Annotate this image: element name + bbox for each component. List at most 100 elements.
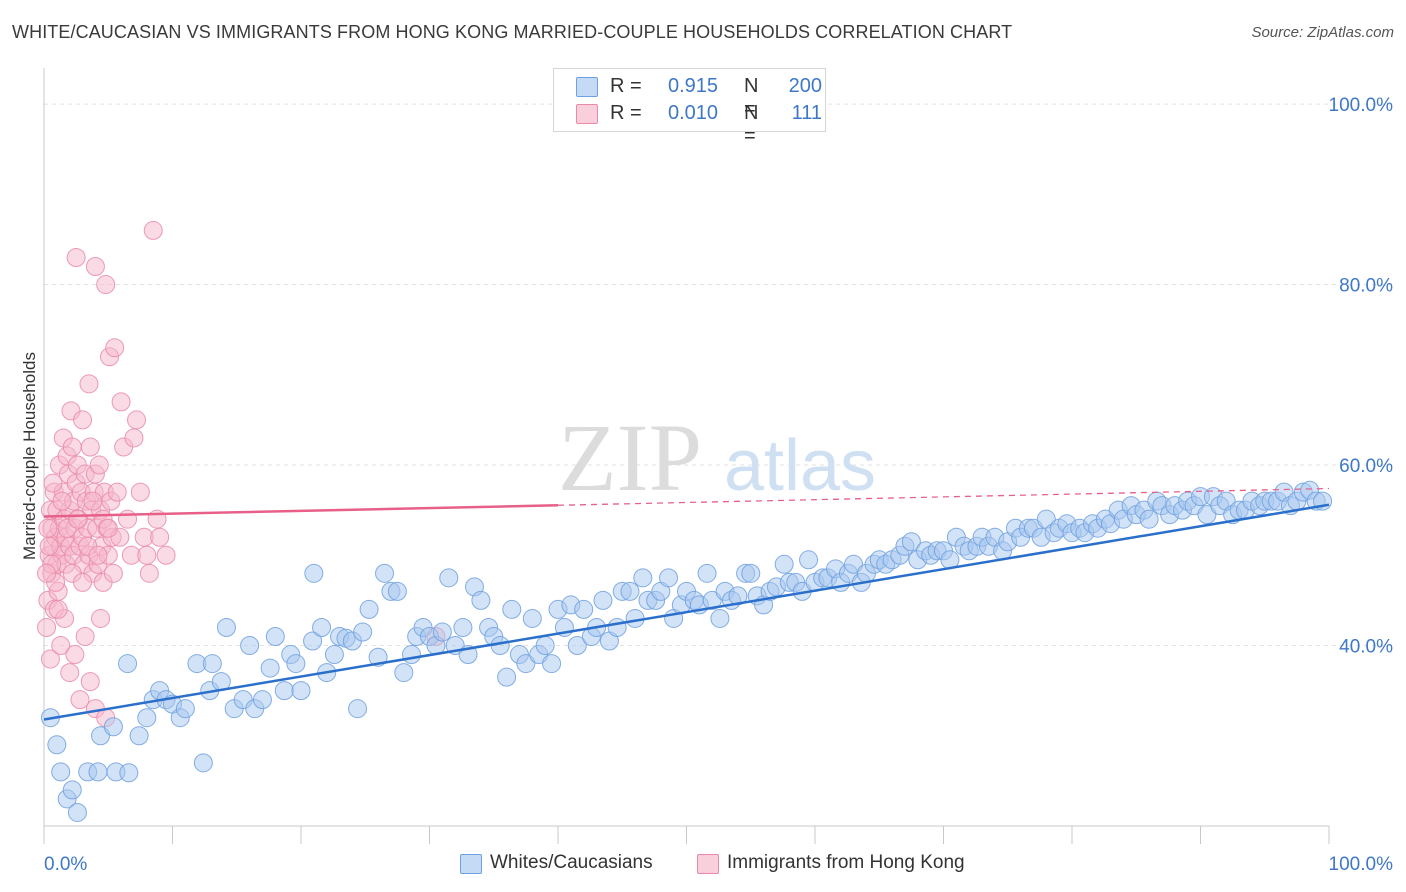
legend-n-label: N = [744,75,759,120]
axes [43,68,1330,844]
data-point [80,437,100,457]
data-point [143,220,163,240]
data-point [394,663,414,683]
data-point [91,608,111,628]
data-point [402,645,422,665]
trend-lines [43,487,1330,721]
y-tick-label: 80.0% [1339,276,1393,297]
data-point [48,599,68,619]
data-point [107,482,127,502]
series-hong-kong-points [37,220,446,728]
data-point [535,636,555,656]
data-point [119,763,139,783]
data-point [265,626,285,646]
data-point [471,590,491,610]
y-tick-label: 100.0% [1329,95,1394,116]
data-point [37,617,57,637]
data-point [73,410,93,430]
trend-line-hong-kong [43,504,559,518]
data-point [387,581,407,601]
data-point [65,645,85,665]
data-point [593,590,613,610]
legend-swatch-blue [576,77,598,97]
data-point [137,545,157,565]
legend-n-label: N = [744,102,759,147]
data-point [502,599,522,619]
data-point [697,563,717,583]
data-point [312,617,332,637]
data-point [359,599,379,619]
data-point [216,617,236,637]
data-point [260,658,280,678]
bottom-legend-label: Immigrants from Hong Kong [727,852,965,873]
data-point [202,654,222,674]
x-tick-labels: 0.0% 100.0% [44,854,1393,875]
data-point [40,649,60,669]
data-point [85,257,105,277]
data-point [303,631,323,651]
data-point [105,338,125,358]
data-point [67,509,87,529]
data-point [52,491,72,511]
data-point [497,667,517,687]
data-point [240,636,260,656]
y-tick-label: 40.0% [1339,637,1393,658]
data-point [607,617,627,637]
legend-n-value: 111 [791,102,822,124]
legend-r-label: R = [610,102,642,124]
data-point [62,780,82,800]
legend-r-label: R = [610,75,642,97]
data-point [70,690,90,710]
data-point [111,392,131,412]
data-point [574,599,594,619]
data-point [130,482,150,502]
data-point [51,762,71,782]
data-point [43,473,63,493]
data-point [66,247,86,267]
data-point [567,636,587,656]
data-point [901,532,921,552]
data-point [83,491,103,511]
data-point [88,762,108,782]
data-point [37,563,57,583]
data-point [88,545,108,565]
data-point [156,545,176,565]
legend-r-value: 0.010 [668,102,719,124]
legend-r-value: 0.915 [668,75,719,97]
grid-lines [44,103,1393,647]
data-point [286,654,306,674]
data-point [774,554,794,574]
data-point [80,672,100,692]
data-point [62,437,82,457]
data-point [60,663,80,683]
series-whites-points [40,480,1333,822]
data-point [659,568,679,588]
data-point [453,617,473,637]
data-point [137,708,157,728]
data-point [710,608,730,628]
data-point [124,428,144,448]
correlation-legend: R = 0.915 N = 200 R = 0.010 N = 111 [553,68,826,147]
data-point [118,654,138,674]
data-point [98,518,118,538]
data-point [304,563,324,583]
data-point [741,563,761,583]
data-point [439,568,459,588]
data-point [799,550,819,570]
watermark-atlas: atlas [724,426,876,506]
data-point [193,753,213,773]
data-point [150,527,170,547]
data-point [51,636,71,656]
bottom-legend-swatch-pink [697,854,719,874]
x-tick-label-max: 100.0% [1329,854,1394,875]
data-point [73,572,93,592]
y-axis-label: Married-couple Households [20,352,39,560]
source-label: Source: ZipAtlas.com [1251,24,1394,41]
data-point [620,581,640,601]
data-point [103,563,123,583]
data-point [274,681,294,701]
data-point [324,645,344,665]
data-point [39,536,59,556]
data-point [103,717,123,737]
